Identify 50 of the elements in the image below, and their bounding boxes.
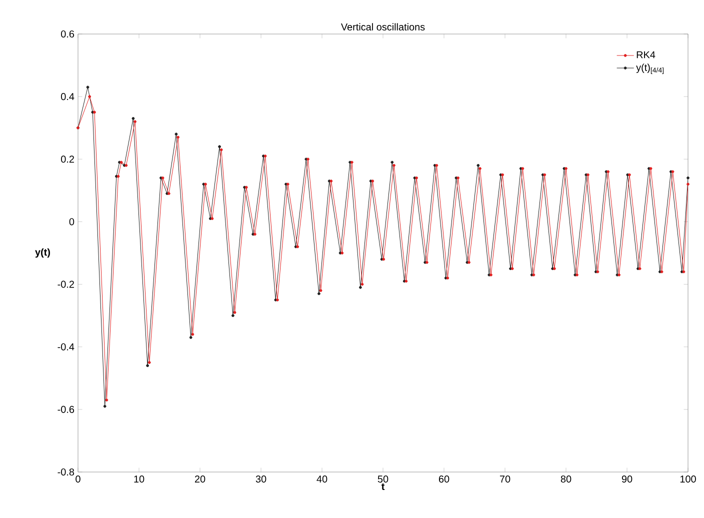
point [392,164,396,167]
chart-title: Vertical oscillations [340,23,425,30]
legend-label: y(t)$_{[4/4]}$ [636,64,664,74]
point [360,282,364,286]
point [134,120,136,124]
point [146,364,149,368]
point [686,182,690,186]
point [148,361,151,364]
point [191,332,194,336]
x-tick-label: 90 [622,476,632,483]
point [231,314,234,318]
point [105,398,108,402]
y-tick-label: 0 [69,218,74,226]
legend-label: RK4 [636,51,656,58]
x-tick-label: 50 [378,476,388,483]
y-tick-label: 0.6 [61,30,74,38]
x-tick-label: 70 [500,476,510,483]
x-tick-label: 30 [256,476,266,483]
y-tick-label: 0.2 [61,156,74,163]
x-tick-label: 100 [680,476,696,483]
point [88,95,92,98]
y-tick-label: -0.8 [58,468,74,476]
y-axis-title: y(t) [35,248,50,258]
point [476,164,480,167]
point [358,286,362,289]
point [686,176,690,180]
point [103,404,106,408]
y-tick-label: -0.6 [58,406,74,413]
x-tick-label: 40 [316,476,328,483]
point [189,336,192,339]
point [318,292,320,296]
point [176,136,180,139]
x-tick-label: 10 [134,476,144,483]
x-axis-title: t [381,483,385,490]
y-tick-label: -0.4 [58,343,74,350]
x-tick-label: 60 [438,476,450,483]
point [174,132,178,136]
point [86,86,90,89]
x-tick-label: 80 [560,476,572,483]
point [220,148,223,152]
x-tick-label: 20 [194,476,206,483]
point [233,310,236,314]
point [218,145,221,148]
point [390,160,394,164]
point [132,117,135,120]
y-tick-label: -0.2 [58,280,74,288]
y-tick-label: 0.4 [61,93,74,100]
point [319,289,322,292]
x-tick-label: 0 [76,476,80,483]
point [478,167,482,170]
